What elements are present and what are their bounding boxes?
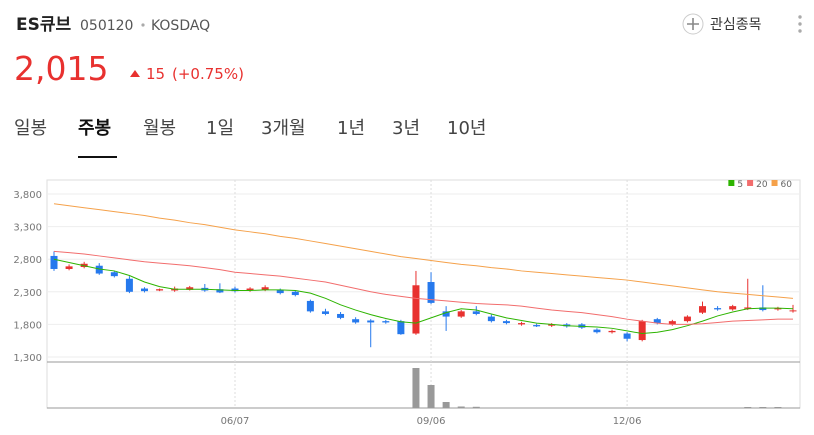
tab[interactable]: 1년 <box>337 118 365 139</box>
y-tick-label: 1,800 <box>13 320 42 331</box>
candle-body <box>307 301 314 311</box>
x-tick-label: 09/06 <box>417 416 446 427</box>
candle-body <box>609 331 616 332</box>
candle-body <box>141 289 148 292</box>
tab[interactable]: 10년 <box>447 118 486 139</box>
price: 2,015 <box>14 49 108 88</box>
legend-swatch <box>772 180 778 186</box>
volume-bar <box>428 385 435 408</box>
legend-swatch <box>728 180 734 186</box>
volume-bar <box>412 368 419 408</box>
up-arrow <box>130 70 140 77</box>
volume-bar <box>759 407 766 408</box>
plus-icon <box>687 18 699 30</box>
candle-body <box>473 311 480 314</box>
candle-body <box>51 256 58 269</box>
candle-body <box>518 323 525 324</box>
candle-body <box>111 272 118 276</box>
candle-body <box>382 321 389 322</box>
candle-body <box>352 319 359 322</box>
candle-body <box>292 292 299 295</box>
volume-bar <box>458 407 465 409</box>
candle-body <box>699 306 706 313</box>
tab[interactable]: 3개월 <box>261 118 306 139</box>
y-tick-label: 1,300 <box>13 353 42 364</box>
volume-bar <box>774 407 781 408</box>
tab[interactable]: 일봉 <box>14 118 47 139</box>
more-menu[interactable] <box>798 15 801 32</box>
legend-swatch <box>747 180 753 186</box>
y-tick-label: 3,800 <box>13 190 42 201</box>
tab[interactable]: 1일 <box>206 118 234 139</box>
stock-name: ES큐브 <box>16 15 71 35</box>
x-tick-label: 12/06 <box>613 416 642 427</box>
tab[interactable]: 주봉 <box>78 118 111 139</box>
legend-label: 20 <box>756 180 768 190</box>
dot <box>141 23 144 26</box>
legend-label: 5 <box>737 180 743 190</box>
candle-body <box>412 285 419 333</box>
candle-body <box>790 310 797 311</box>
legend-label: 60 <box>781 180 793 190</box>
y-tick-label: 2,800 <box>13 255 42 266</box>
volume-bar <box>443 402 450 408</box>
candle-body <box>533 325 540 326</box>
candle-body <box>397 321 404 334</box>
candle-body <box>66 266 73 269</box>
candle-body <box>624 334 631 339</box>
change: 15 <box>146 65 165 83</box>
candle-body <box>729 306 736 309</box>
ma-line <box>54 259 793 333</box>
volume-bar <box>473 407 480 408</box>
candle-body <box>639 321 646 340</box>
candle-body <box>156 289 163 290</box>
change-pct: (+0.75%) <box>172 65 244 83</box>
x-tick-label: 06/07 <box>221 416 250 427</box>
candle-body <box>322 311 329 314</box>
candle-body <box>126 279 133 292</box>
tab[interactable]: 월봉 <box>143 118 176 139</box>
candle-body <box>593 330 600 333</box>
candle-body <box>503 321 510 323</box>
candle-body <box>337 314 344 318</box>
candle-body <box>488 317 495 322</box>
candle-body <box>367 320 374 322</box>
y-tick-label: 3,300 <box>13 223 42 234</box>
volume-bar <box>744 407 751 408</box>
watch-label[interactable]: 관심종목 <box>710 17 762 33</box>
candle-body <box>458 311 465 316</box>
candle-body <box>684 317 691 322</box>
plot-frame <box>47 180 800 408</box>
watch-button[interactable]: 관심종목 <box>683 14 762 34</box>
tab[interactable]: 3년 <box>392 118 420 139</box>
y-tick-label: 2,300 <box>13 288 42 299</box>
ma-line <box>54 204 793 299</box>
candle-body <box>714 308 721 309</box>
market: KOSDAQ <box>151 18 210 34</box>
stock-code: 050120 <box>80 18 133 34</box>
